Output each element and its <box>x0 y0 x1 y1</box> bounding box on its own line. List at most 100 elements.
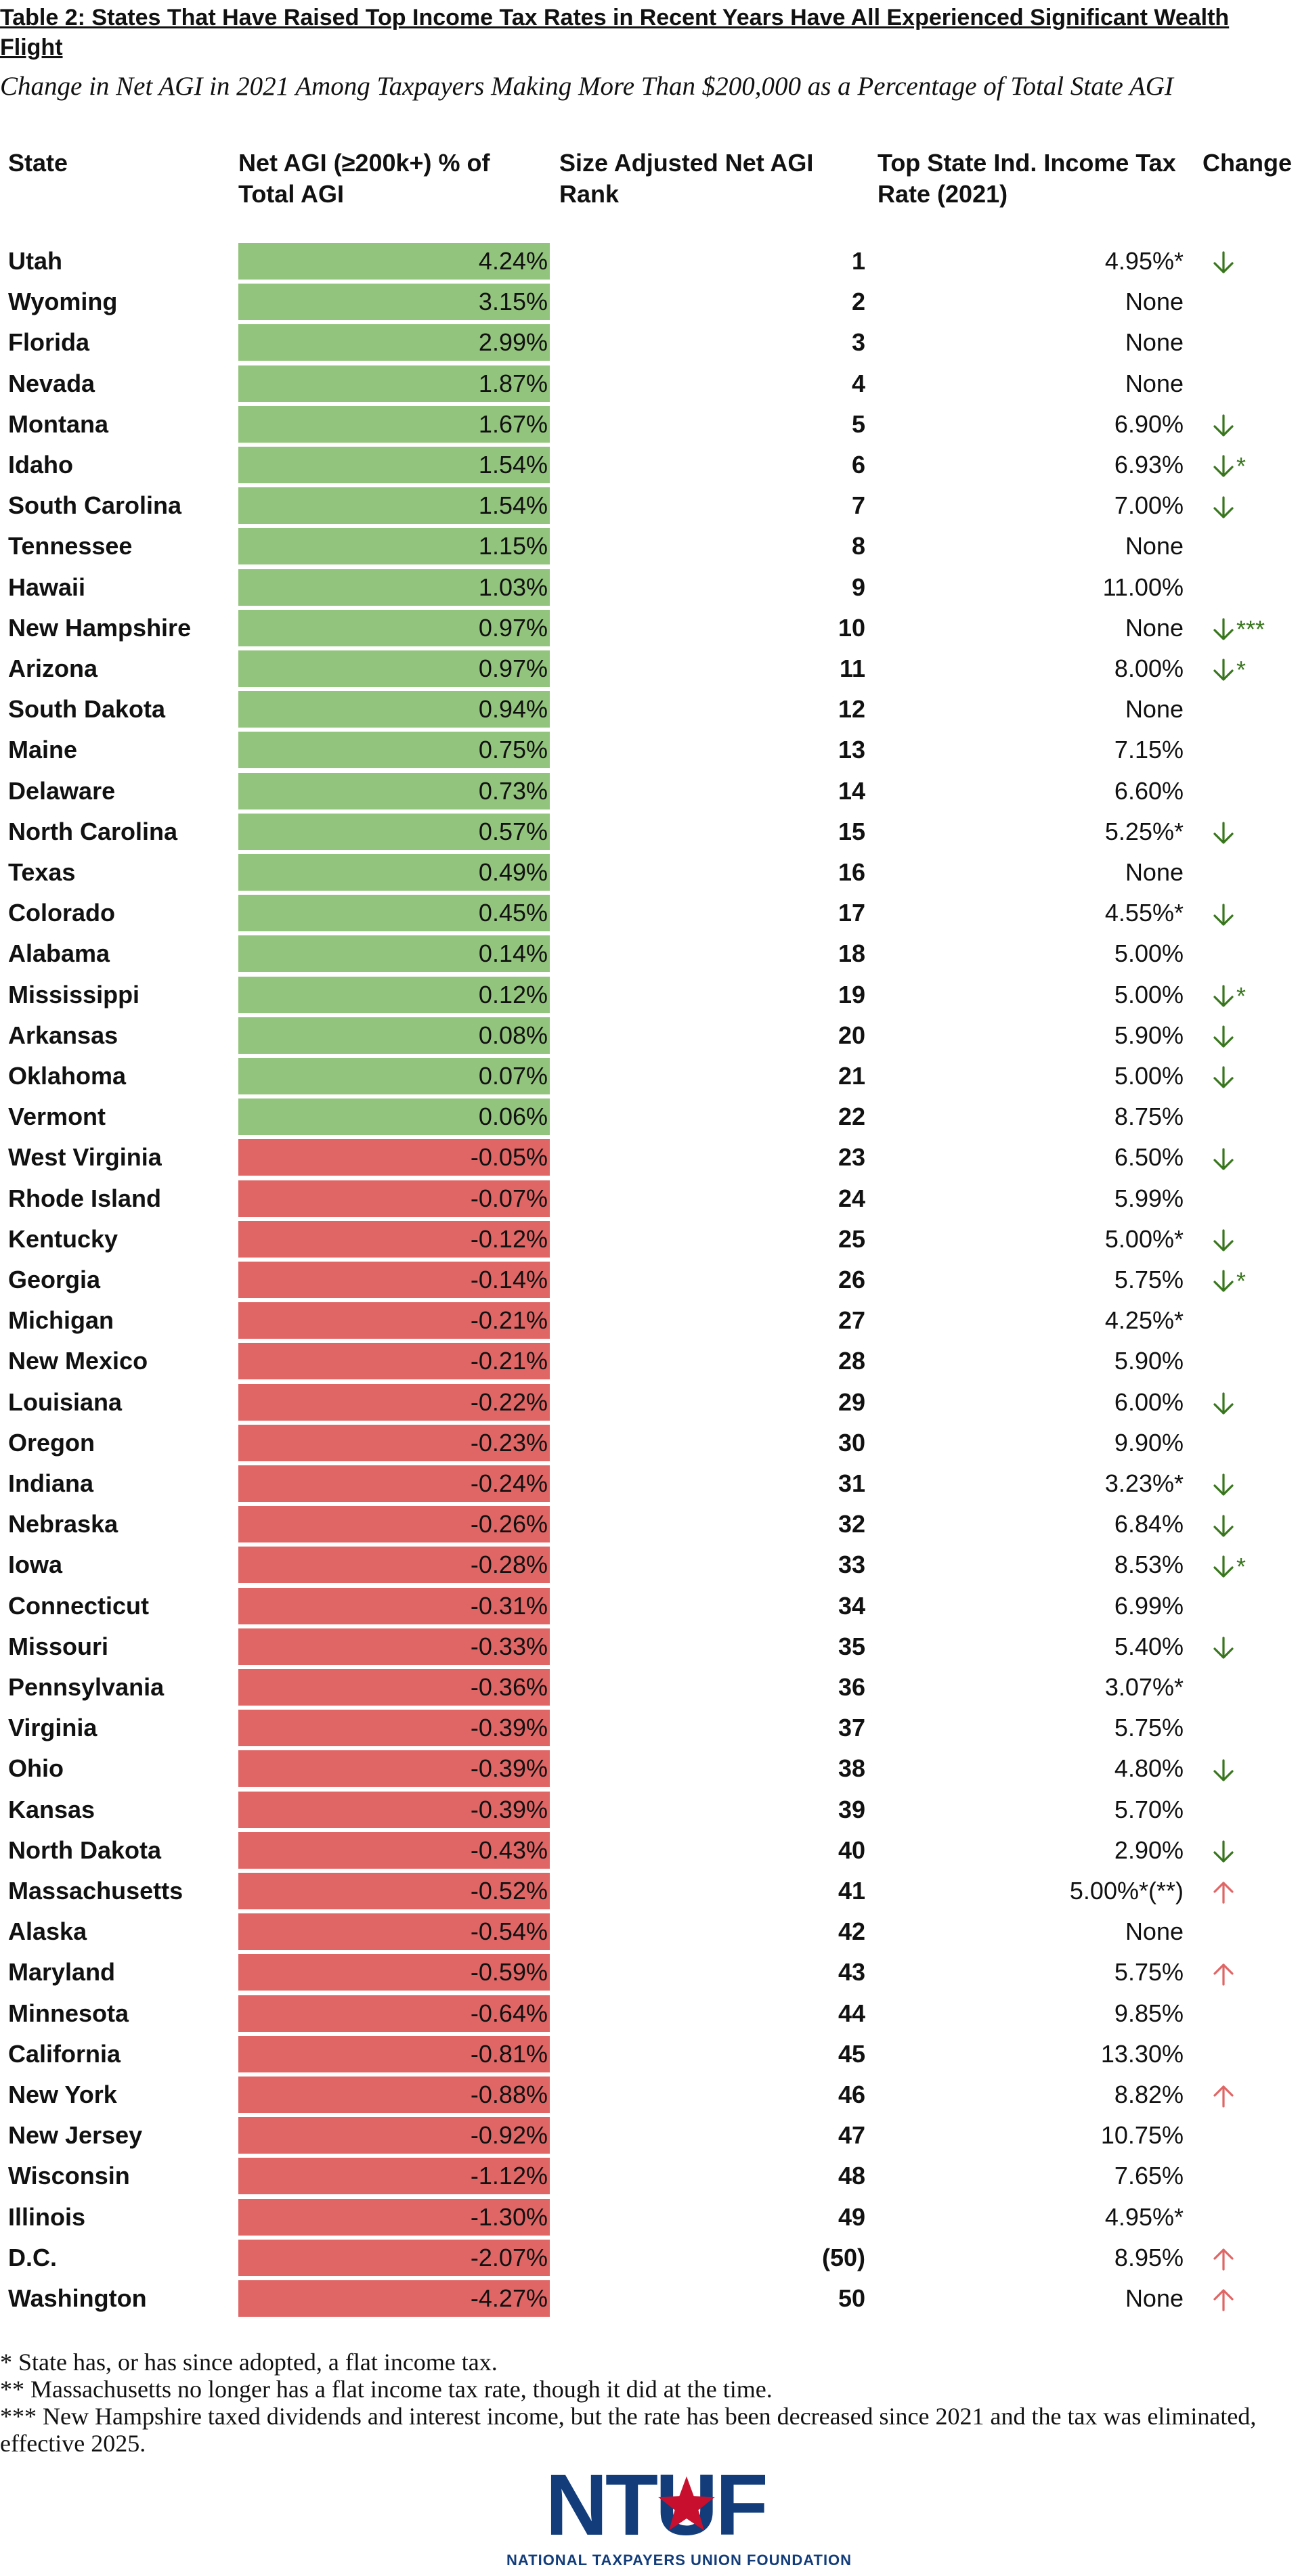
state-name: Colorado <box>8 899 115 927</box>
table-row: Pennsylvania -0.36% 36 3.07%* <box>0 1667 1300 1708</box>
negative-cell-fill <box>238 1302 550 1339</box>
tax-rate-value: 7.65% <box>1114 2162 1184 2190</box>
table-row: New Mexico -0.21% 28 5.90% <box>0 1341 1300 1381</box>
rank-value: 43 <box>838 1958 865 1986</box>
state-name: Maine <box>8 736 78 764</box>
net-agi-value: -0.54% <box>470 1917 548 1946</box>
rank-value: 45 <box>838 2039 865 2068</box>
change-cell: * <box>1212 648 1293 689</box>
table-row: New Jersey -0.92% 47 10.75% <box>0 2115 1300 2156</box>
tax-rate-value: 6.50% <box>1114 1143 1184 1172</box>
negative-cell-fill <box>238 2077 550 2113</box>
table-row: Mississippi 0.12% 19 5.00% * <box>0 975 1300 1015</box>
negative-cell-fill <box>238 1710 550 1747</box>
rank-value: 42 <box>838 1917 865 1946</box>
net-agi-value: 2.99% <box>478 328 548 357</box>
table-row: Colorado 0.45% 17 4.55%* <box>0 893 1300 933</box>
state-name: West Virginia <box>8 1143 162 1172</box>
negative-cell-fill <box>238 1995 550 2032</box>
state-name: Arkansas <box>8 1021 118 1049</box>
logo-letters: NTUF <box>545 2466 768 2546</box>
tax-rate-value: 8.82% <box>1114 2081 1184 2108</box>
state-name: Mississippi <box>8 980 140 1008</box>
positive-cell-fill <box>238 1017 550 1054</box>
tax-rate-value: 2.90% <box>1114 1836 1184 1864</box>
net-agi-value: -0.26% <box>470 1510 548 1538</box>
rank-value: 13 <box>838 736 865 764</box>
net-agi-value: -1.12% <box>470 2162 548 2190</box>
tax-rate-value: 8.95% <box>1114 2243 1184 2271</box>
net-agi-value: 0.45% <box>478 899 548 927</box>
footnote-new-hampshire: *** New Hampshire taxed dividends and in… <box>0 2403 1257 2457</box>
rank-value: 28 <box>838 1347 865 1375</box>
tax-rate-value: 6.93% <box>1114 451 1184 479</box>
rank-value: 44 <box>838 1999 865 2027</box>
negative-cell-fill <box>238 1750 550 1787</box>
rank-value: 20 <box>838 1021 865 1049</box>
negative-cell-fill <box>238 2239 550 2276</box>
table-row: Georgia -0.14% 26 5.75% * <box>0 1260 1300 1300</box>
arrow-down-icon <box>1212 1225 1235 1253</box>
net-agi-value: -1.30% <box>470 2202 548 2231</box>
tax-rate-value: 5.90% <box>1114 1347 1184 1375</box>
negative-cell-fill <box>238 1873 550 1909</box>
table-row: Michigan -0.21% 27 4.25%* <box>0 1300 1300 1341</box>
state-name: Delaware <box>8 776 116 805</box>
tax-rate-value: 10.75% <box>1100 2121 1184 2150</box>
table-row: Indiana -0.24% 31 3.23%* <box>0 1463 1300 1504</box>
net-agi-value: 1.54% <box>478 451 548 479</box>
table-row: Utah 4.24% 1 4.95%* <box>0 241 1300 282</box>
rank-value: 11 <box>839 654 865 682</box>
tax-rate-value: 5.75% <box>1114 1958 1184 1986</box>
net-agi-value: -2.07% <box>470 2243 548 2271</box>
rank-value: 5 <box>851 409 865 438</box>
tax-rate-value: 9.85% <box>1114 1999 1184 2027</box>
tax-rate-value: None <box>1125 369 1184 397</box>
state-name: Ohio <box>8 1754 64 1783</box>
state-name: North Dakota <box>8 1836 162 1864</box>
negative-cell-fill <box>238 1831 550 1869</box>
state-name: Virginia <box>8 1714 98 1742</box>
negative-cell-fill <box>238 1669 550 1706</box>
positive-cell-fill <box>238 528 550 565</box>
positive-cell-fill <box>238 243 550 280</box>
table-row: Alaska -0.54% 42 None <box>0 1911 1300 1952</box>
tax-rate-value: None <box>1125 1917 1184 1946</box>
table-row: Iowa -0.28% 33 8.53% * <box>0 1545 1300 1585</box>
negative-cell-fill <box>238 1587 550 1624</box>
state-name: New Hampshire <box>8 613 192 642</box>
tax-rate-value: 4.95%* <box>1104 247 1184 275</box>
rank-value: 50 <box>838 2284 865 2312</box>
change-cell: * <box>1212 1545 1293 1585</box>
tax-rate-value: 5.25%* <box>1104 817 1184 845</box>
positive-cell-fill <box>238 772 550 809</box>
change-cell <box>1212 1219 1293 1260</box>
table-row: D.C. -2.07% (50) 8.95% <box>0 2238 1300 2278</box>
state-name: North Carolina <box>8 817 178 845</box>
positive-cell-fill <box>238 1098 550 1136</box>
negative-cell-fill <box>238 1343 550 1380</box>
arrow-down-icon <box>1212 1143 1235 1171</box>
arrow-down-icon <box>1212 1266 1235 1293</box>
tax-rate-value: 5.00%*(**) <box>1069 1877 1184 1905</box>
tax-rate-value: None <box>1125 2284 1184 2312</box>
negative-cell-fill <box>238 1424 550 1461</box>
state-name: Iowa <box>8 1551 63 1579</box>
rank-value: 36 <box>838 1673 865 1701</box>
rank-value: 10 <box>838 613 865 642</box>
table-row: Ohio -0.39% 38 4.80% <box>0 1748 1300 1789</box>
state-name: Washington <box>8 2284 147 2312</box>
negative-cell-fill <box>238 1954 550 1991</box>
table-row: North Carolina 0.57% 15 5.25%* <box>0 812 1300 852</box>
net-agi-value: -0.31% <box>470 1591 548 1620</box>
state-name: Kansas <box>8 1795 95 1823</box>
net-agi-value: -0.52% <box>470 1877 548 1905</box>
state-name: Nevada <box>8 369 95 397</box>
rank-value: (50) <box>821 2243 865 2271</box>
positive-cell-fill <box>238 405 550 443</box>
arrow-up-icon <box>1212 1877 1235 1905</box>
rank-value: 23 <box>838 1143 865 1172</box>
header-rank: Size Adjusted Net AGI Rank <box>559 149 814 208</box>
footnotes: * State has, or has since adopted, a fla… <box>0 2349 1286 2457</box>
table-row: Virginia -0.39% 37 5.75% <box>0 1708 1300 1748</box>
